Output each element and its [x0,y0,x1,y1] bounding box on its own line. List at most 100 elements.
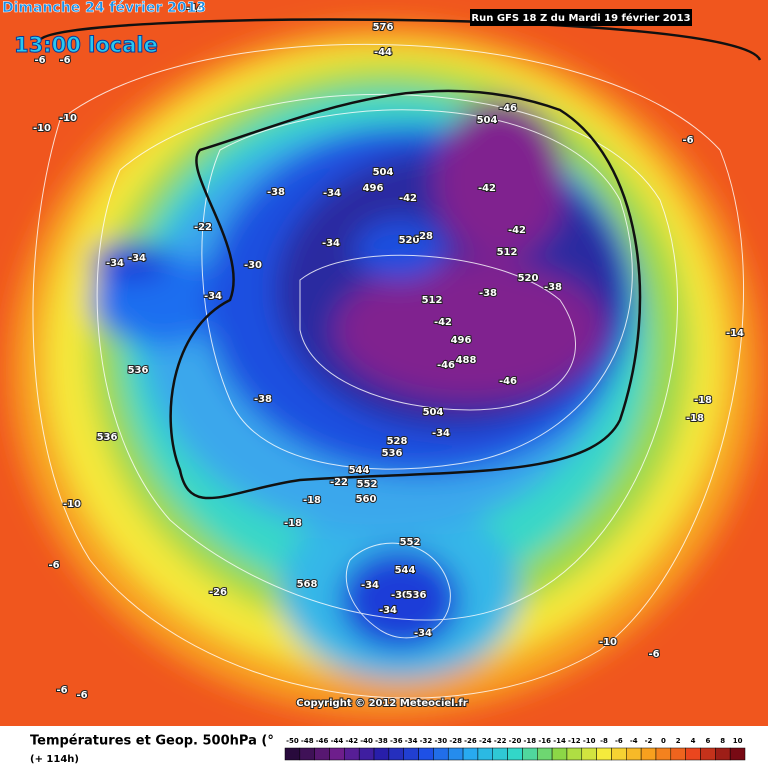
scale-label: -28 [449,737,462,745]
scale-swatch [655,747,672,761]
scale-swatch [284,747,301,761]
map-label: 504 [477,115,498,126]
scale-swatch [477,747,493,761]
map-label: -46 [499,376,517,387]
scale-swatch [492,747,508,761]
scale-label: -36 [390,737,403,745]
map-label: -6 [76,690,87,701]
run-box [470,9,692,26]
map-label: 536 [382,448,403,459]
map-label: -18 [694,395,712,406]
map-label: 552 [400,537,421,548]
map-label: -22 [330,477,348,488]
scale-swatch [433,747,449,761]
map-label: -38 [544,282,562,293]
scale-swatch [447,747,464,761]
map-label: -6 [56,685,67,696]
scale-label: -14 [553,737,566,745]
map-label: -18 [686,413,704,424]
scale-swatch [581,747,597,761]
scale-swatch [418,747,434,761]
scale-label: -24 [479,737,492,745]
scale-label: -40 [360,737,373,745]
scale-label: -48 [301,737,314,745]
scale-label: 6 [705,737,710,745]
scale-label: -44 [331,737,344,745]
map-label: -46 [437,360,455,371]
map-label: 536 [97,432,118,443]
map-label: 520 [518,273,539,284]
map-label: 544 [349,465,370,476]
map-label: 520 [399,235,420,246]
map-label: -10 [599,637,617,648]
map-label: -44 [374,47,392,58]
scale-swatch [522,747,538,761]
scale-swatch [611,747,627,761]
scale-label: -10 [583,737,596,745]
map-label: -6 [648,649,659,660]
scale-swatch [715,747,731,761]
scale-swatch [388,747,404,761]
map-label: 536 [128,365,149,376]
scale-label: -30 [434,737,447,745]
map-label: -34 [414,628,432,639]
scale-swatch [670,747,686,761]
scale-label: 0 [661,737,666,745]
scale-label: -20 [509,737,522,745]
scale-label: 2 [676,737,681,745]
map-label: -46 [499,103,517,114]
scale-label: -18 [524,737,537,745]
footer-title: Températures et Geop. 500hPa (° [30,734,274,749]
scale-label: -46 [316,737,329,745]
map-label: 496 [451,335,472,346]
map-label: -34 [106,258,124,269]
map-label: -42 [399,193,417,204]
map-label: -10 [59,113,77,124]
scale-swatch [700,747,716,761]
map-label: -34 [432,428,450,439]
scale-swatch [344,747,360,761]
map-label: -42 [478,183,496,194]
scale-label: -16 [538,737,551,745]
scale-swatch [537,747,553,761]
map-label: -42 [434,317,452,328]
map-label: -38 [254,394,272,405]
map-label: 528 [387,436,408,447]
map-label: -34 [128,253,146,264]
scale-swatch [685,747,701,761]
scale-swatch [729,747,746,761]
scale-swatch [299,747,315,761]
map-label: -14 [726,328,744,339]
map-label: -6 [682,135,693,146]
map-label: -28 [415,231,433,242]
scale-swatch [507,747,523,761]
scale-label: -38 [375,737,388,745]
scale-label: -42 [345,737,358,745]
temperature-field [0,0,768,726]
scale-label: 4 [691,737,696,745]
scale-swatch [403,747,419,761]
color-scale: -50 -48 -46 -44 -42 -40 -38 -36 -34 -32 -30 -28 -26-… [284,737,746,761]
map-label: -10 [63,499,81,510]
scale-label: 10 [733,737,743,745]
map-label: -38 [479,288,497,299]
scale-label: -12 [568,737,581,745]
scale-swatch [596,747,612,761]
scale-swatch [626,747,642,761]
map-label: -30 [244,260,262,271]
map-label: 512 [422,295,443,306]
map-label: -18 [303,495,321,506]
map-label: -38 [267,187,285,198]
scale-swatch [462,747,479,761]
time: 13:00 locale [14,33,158,57]
scale-label: -2 [645,737,653,745]
scale-label: -22 [494,737,507,745]
map-label: 504 [373,167,394,178]
isotherm-0 [38,18,762,500]
map-label: 512 [497,247,518,258]
copyright: Copyright © 2012 Meteociel.fr [296,698,467,709]
scale-label: -26 [464,737,477,745]
map-label: -34 [322,238,340,249]
scale-label: -34 [405,737,418,745]
